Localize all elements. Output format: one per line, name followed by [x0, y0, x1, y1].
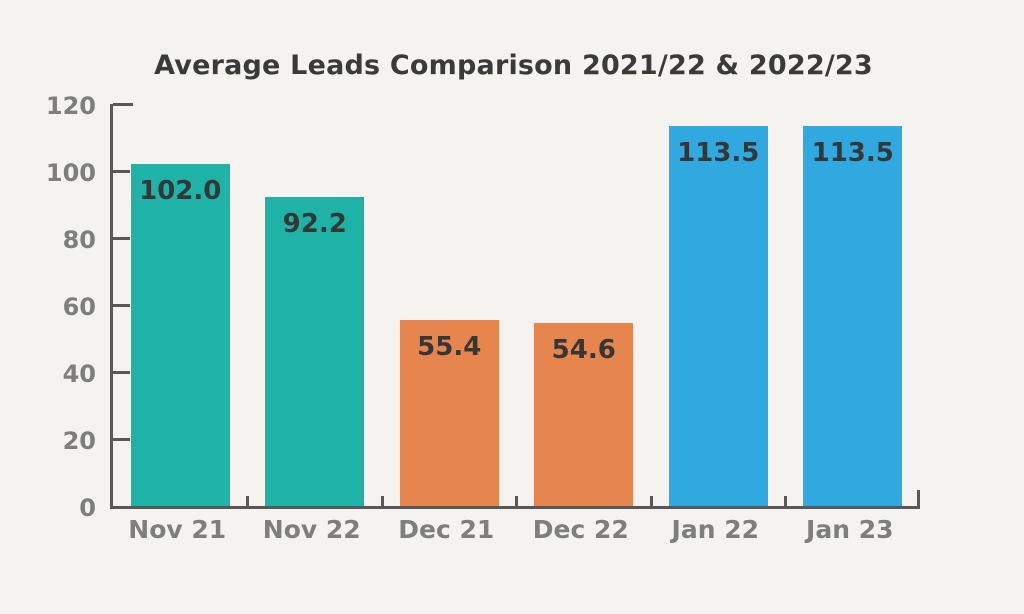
y-axis-tick — [113, 303, 130, 307]
bar-value-label: 113.5 — [677, 137, 760, 168]
x-axis-tick — [380, 496, 384, 506]
bar: 113.5 — [803, 125, 903, 506]
bar: 113.5 — [668, 125, 768, 506]
y-tick-label: 120 — [45, 92, 96, 120]
y-axis-tick — [113, 370, 130, 374]
y-axis-tick — [113, 102, 133, 106]
bar: 55.4 — [399, 320, 499, 506]
bar: 54.6 — [534, 323, 634, 506]
y-axis-tick — [113, 437, 130, 441]
bar-value-label: 55.4 — [417, 332, 482, 363]
y-tick-label: 20 — [62, 427, 96, 455]
x-tick-label: Jan 23 — [806, 515, 894, 544]
plot-area: 102.0 92.2 55.4 54.6 113.5 113.5 — [110, 102, 920, 509]
x-axis-tick — [515, 496, 518, 506]
bar-value-label: 92.2 — [282, 209, 347, 240]
y-axis-tick — [113, 236, 130, 240]
y-tick-label: 0 — [79, 494, 96, 522]
bar-value-label: 54.6 — [551, 335, 616, 366]
x-axis-end-cap — [917, 490, 920, 506]
bar: 102.0 — [130, 164, 230, 506]
x-tick-label: Dec 22 — [532, 515, 629, 544]
y-tick-label: 100 — [45, 159, 96, 187]
x-tick-label: Jan 22 — [671, 515, 759, 544]
bar-value-label: 102.0 — [139, 176, 222, 207]
x-tick-label: Nov 21 — [128, 515, 227, 544]
bar-value-label: 113.5 — [811, 137, 894, 168]
bar: 92.2 — [265, 197, 365, 506]
x-tick-label: Nov 22 — [262, 515, 361, 544]
x-axis-tick — [649, 496, 653, 506]
x-axis-tick — [784, 496, 787, 506]
y-axis-tick — [113, 169, 130, 173]
x-axis-tick — [246, 496, 249, 506]
chart-title: Average Leads Comparison 2021/22 & 2022/… — [154, 50, 873, 81]
y-tick-label: 80 — [62, 226, 96, 254]
x-tick-label: Dec 21 — [398, 515, 495, 544]
y-tick-label: 40 — [62, 360, 96, 388]
y-tick-label: 60 — [62, 293, 96, 321]
